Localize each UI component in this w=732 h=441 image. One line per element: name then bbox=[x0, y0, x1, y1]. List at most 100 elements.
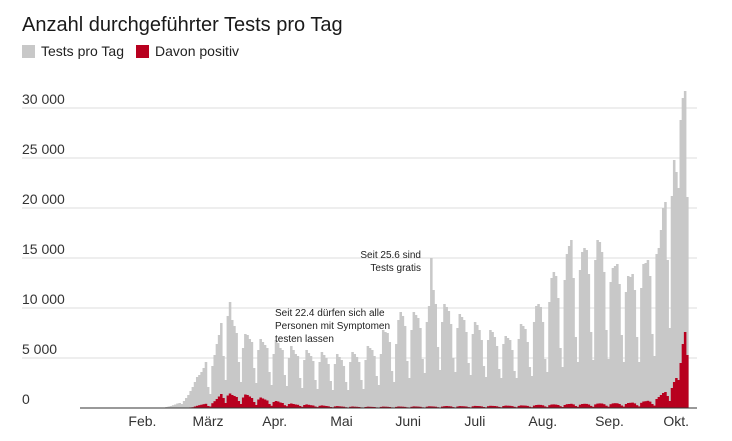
tests-bar bbox=[206, 387, 210, 408]
positive-bar bbox=[233, 396, 236, 408]
positive-bar bbox=[528, 406, 532, 408]
positive-bar bbox=[646, 400, 650, 408]
positive-bar bbox=[624, 404, 628, 408]
positive-bar bbox=[664, 392, 667, 408]
positive-bar bbox=[486, 406, 490, 408]
tests-bar bbox=[213, 355, 216, 408]
tests-bar bbox=[303, 360, 306, 408]
positive-bar bbox=[519, 405, 523, 408]
x-tick-label: Feb. bbox=[128, 413, 156, 429]
positive-bar bbox=[296, 404, 300, 408]
tests-bar bbox=[642, 264, 645, 408]
positive-bar bbox=[670, 388, 674, 408]
x-tick-label: März bbox=[192, 413, 223, 429]
positive-bar bbox=[478, 406, 481, 408]
positive-bar bbox=[681, 344, 685, 408]
tests-bar bbox=[585, 250, 588, 408]
positive-bar bbox=[626, 403, 630, 408]
positive-bar bbox=[679, 363, 683, 408]
tests-bar bbox=[408, 378, 411, 408]
positive-bar bbox=[270, 405, 273, 408]
positive-bar bbox=[443, 406, 446, 408]
positive-bar bbox=[386, 406, 389, 408]
tests-bar bbox=[327, 364, 330, 408]
positive-bar bbox=[635, 405, 639, 408]
positive-bar bbox=[285, 406, 289, 408]
tests-bar bbox=[366, 346, 370, 408]
positive-bar bbox=[441, 406, 444, 408]
tests-bar bbox=[364, 360, 367, 408]
tests-bar bbox=[476, 325, 479, 408]
positive-bar bbox=[504, 405, 507, 408]
tests-bar bbox=[565, 254, 569, 408]
tests-bar bbox=[174, 404, 177, 408]
annotation-free-tests-line-1: Seit 25.6 sind bbox=[360, 250, 421, 261]
tests-bar bbox=[395, 344, 398, 408]
positive-bar bbox=[414, 406, 418, 408]
positive-bar bbox=[220, 394, 223, 408]
tests-bar bbox=[252, 368, 256, 408]
positive-bar bbox=[589, 405, 593, 408]
y-tick-label: 30 000 bbox=[22, 91, 65, 107]
tests-bar bbox=[430, 258, 433, 408]
positive-bar bbox=[427, 406, 431, 408]
tests-bar bbox=[635, 337, 639, 408]
tests-bar bbox=[195, 377, 199, 408]
tests-bar bbox=[412, 312, 416, 408]
positive-bar bbox=[235, 397, 238, 408]
positive-bar bbox=[265, 400, 269, 408]
positive-bar bbox=[279, 402, 282, 408]
tests-bar bbox=[633, 290, 637, 408]
tests-bar bbox=[340, 360, 343, 408]
y-tick-labels: 0 5 000 10 000 15 000 20 000 25 000 30 000 bbox=[22, 91, 65, 407]
positive-bar bbox=[366, 406, 370, 408]
tests-bar bbox=[263, 345, 267, 408]
x-tick-labels: Feb. März Apr. Mai Juni Juli Aug. Sep. Okt. bbox=[128, 413, 689, 429]
tests-bar bbox=[631, 274, 634, 408]
positive-bar bbox=[355, 406, 359, 408]
positive-bar bbox=[683, 332, 687, 408]
positive-bar bbox=[556, 405, 560, 408]
tests-bar bbox=[594, 260, 597, 408]
tests-bar bbox=[274, 340, 278, 408]
positive-bar bbox=[572, 404, 575, 408]
tests-bar bbox=[458, 314, 462, 408]
tests-bar bbox=[388, 342, 392, 408]
positive-bar bbox=[594, 404, 597, 408]
positive-bar bbox=[368, 406, 372, 408]
positive-bar bbox=[511, 406, 514, 408]
positive-bar bbox=[502, 406, 505, 408]
positive-bar bbox=[508, 405, 512, 408]
positive-bar bbox=[322, 405, 326, 408]
tests-bar bbox=[167, 406, 171, 408]
positive-bar bbox=[659, 395, 663, 408]
positive-bar bbox=[524, 405, 527, 408]
tests-bar bbox=[351, 352, 354, 408]
tests-bar bbox=[646, 260, 650, 408]
positive-bar bbox=[434, 406, 437, 408]
positive-bar bbox=[410, 406, 413, 408]
tests-bar bbox=[607, 359, 610, 408]
chart-title: Anzahl durchgeführter Tests pro Tag bbox=[22, 14, 343, 36]
annotation-symptoms-line-3: testen lassen bbox=[275, 334, 334, 345]
tests-bar bbox=[230, 320, 234, 408]
tests-bar bbox=[287, 358, 291, 408]
tests-bar bbox=[244, 334, 247, 408]
tests-bar bbox=[392, 382, 396, 408]
positive-bar bbox=[333, 406, 337, 408]
positive-bar bbox=[543, 406, 547, 408]
positive-bar bbox=[447, 406, 451, 408]
positive-bar bbox=[563, 405, 567, 408]
tests-bar bbox=[176, 403, 179, 408]
tests-bar bbox=[300, 388, 304, 408]
y-tick-label: 25 000 bbox=[22, 141, 65, 157]
tests-bar bbox=[598, 242, 602, 408]
tests-bar bbox=[180, 404, 184, 408]
tests-bar bbox=[191, 387, 195, 408]
tests-bar bbox=[360, 380, 363, 408]
positive-bar bbox=[327, 406, 330, 408]
tests-bar bbox=[200, 372, 203, 408]
tests-bar bbox=[276, 343, 280, 408]
positive-bar bbox=[613, 403, 617, 408]
positive-bar bbox=[521, 405, 525, 408]
